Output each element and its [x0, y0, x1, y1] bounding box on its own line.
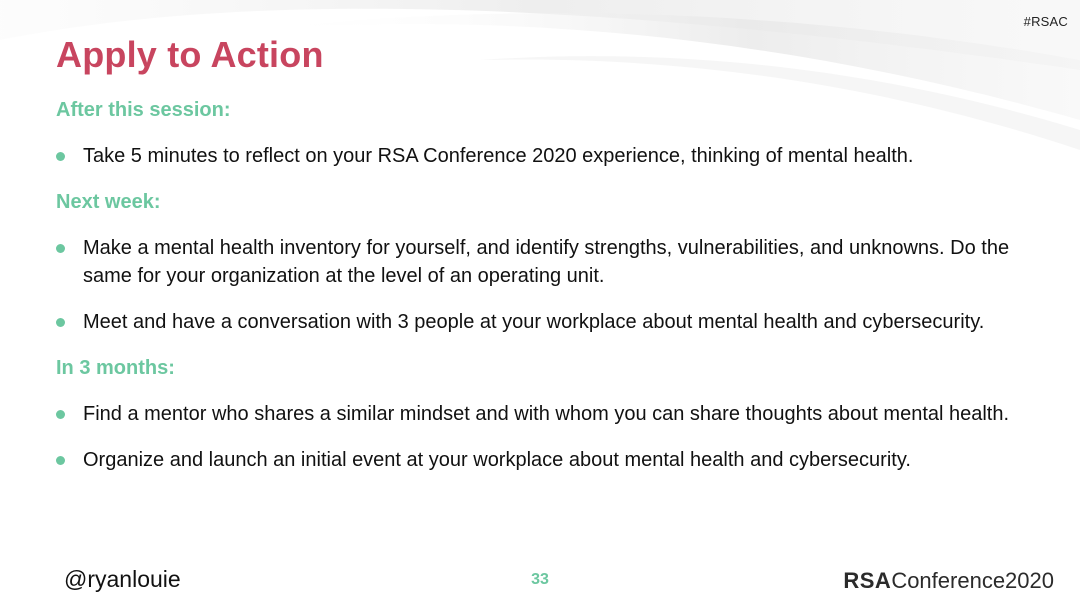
- page-number: 33: [531, 571, 549, 588]
- bullet-dot-icon: [56, 244, 65, 253]
- section-after-session: After this session: Take 5 minutes to re…: [56, 96, 1046, 170]
- slide-content: After this session: Take 5 minutes to re…: [56, 96, 1046, 492]
- bullet-dot-icon: [56, 318, 65, 327]
- logo-rsa-text: RSA: [843, 568, 892, 593]
- bullet-list: Find a mentor who shares a similar minds…: [56, 400, 1046, 474]
- section-heading: In 3 months:: [56, 357, 175, 379]
- bullet-text: Meet and have a conversation with 3 peop…: [83, 311, 985, 333]
- list-item: Make a mental health inventory for yours…: [56, 234, 1046, 290]
- bullet-text: Make a mental health inventory for yours…: [83, 237, 1010, 287]
- bullet-dot-icon: [56, 152, 65, 161]
- bullet-text: Take 5 minutes to reflect on your RSA Co…: [83, 145, 914, 167]
- hashtag: #RSAC: [1023, 14, 1068, 29]
- bullet-dot-icon: [56, 410, 65, 419]
- bullet-text: Find a mentor who shares a similar minds…: [83, 403, 1010, 425]
- decorative-swoosh: [0, 0, 1080, 150]
- author-handle: @ryanlouie: [64, 566, 181, 592]
- section-next-week: Next week: Make a mental health inventor…: [56, 188, 1046, 336]
- section-heading: Next week:: [56, 191, 161, 213]
- list-item: Organize and launch an initial event at …: [56, 446, 1046, 474]
- rsa-conference-logo: RSAConference2020: [843, 568, 1054, 594]
- section-heading: After this session:: [56, 99, 231, 121]
- bullet-list: Take 5 minutes to reflect on your RSA Co…: [56, 142, 1046, 170]
- slide-title: Apply to Action: [56, 34, 324, 75]
- section-in-3-months: In 3 months: Find a mentor who shares a …: [56, 354, 1046, 474]
- logo-conference-text: Conference2020: [891, 568, 1054, 593]
- bullet-list: Make a mental health inventory for yours…: [56, 234, 1046, 336]
- bullet-dot-icon: [56, 456, 65, 465]
- list-item: Find a mentor who shares a similar minds…: [56, 400, 1046, 428]
- bullet-text: Organize and launch an initial event at …: [83, 449, 911, 471]
- list-item: Take 5 minutes to reflect on your RSA Co…: [56, 142, 1046, 170]
- list-item: Meet and have a conversation with 3 peop…: [56, 308, 1046, 336]
